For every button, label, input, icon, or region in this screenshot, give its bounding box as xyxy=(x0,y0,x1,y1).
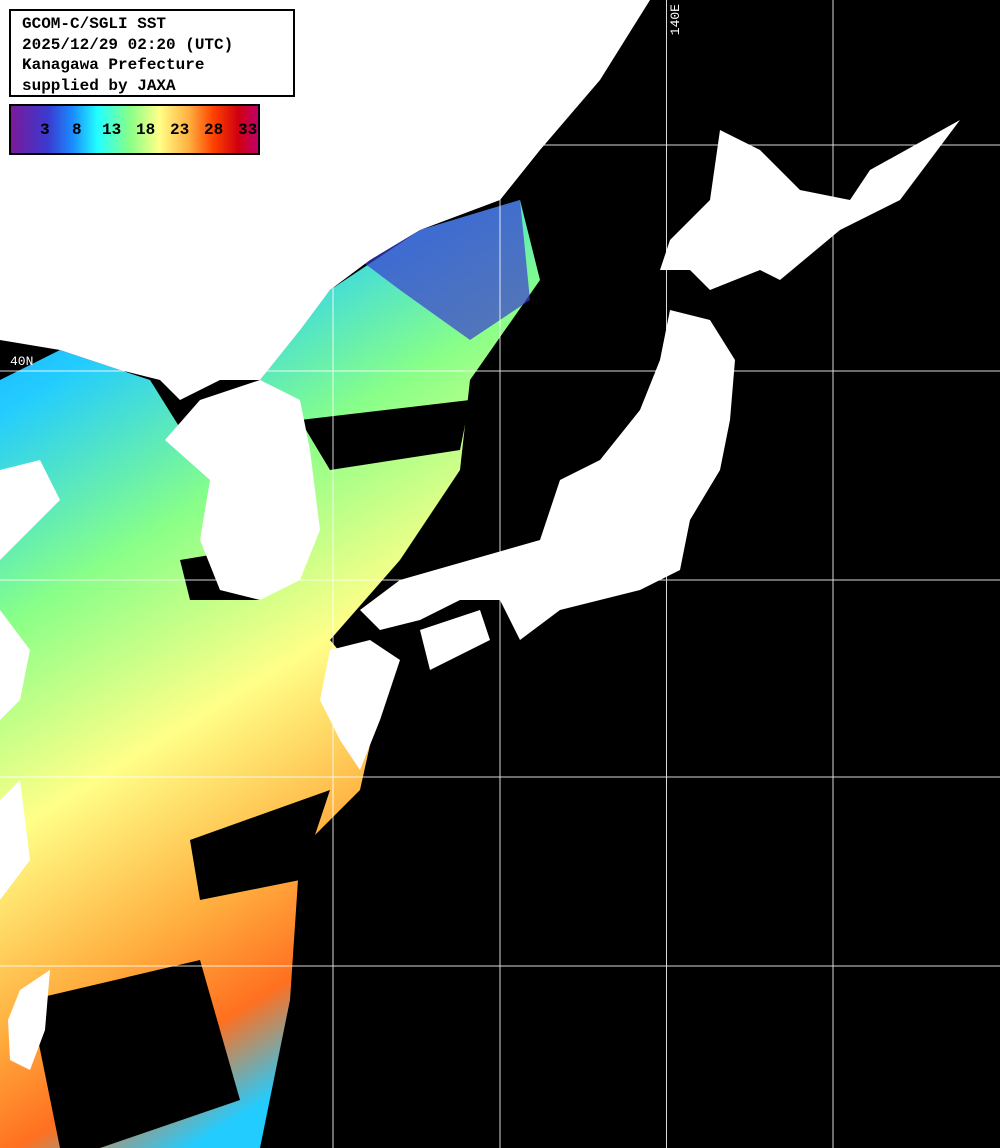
color-scale-bar: 3 8 13 18 23 28 33 xyxy=(9,104,260,155)
longitude-label: 140E xyxy=(668,4,683,36)
land-honshu xyxy=(360,310,735,640)
product-title: GCOM-C/SGLI SST xyxy=(22,15,167,33)
land-korea xyxy=(165,380,320,600)
land-taiwan xyxy=(8,970,50,1070)
latitude-label: 40N xyxy=(10,354,34,369)
land-kyushu xyxy=(320,640,400,770)
land-shikoku xyxy=(420,610,490,670)
scale-tick: 18 xyxy=(136,121,156,139)
observation-time: 2025/12/29 02:20 (UTC) xyxy=(22,35,234,54)
region-name: Kanagawa Prefecture xyxy=(22,56,205,74)
scale-tick: 13 xyxy=(102,121,122,139)
land-asia xyxy=(0,0,650,400)
scale-tick: 3 xyxy=(40,121,50,139)
land-hokkaido xyxy=(660,120,960,290)
scale-tick: 28 xyxy=(204,121,224,139)
data-source: supplied by JAXA xyxy=(22,76,176,95)
scale-tick: 23 xyxy=(170,121,190,139)
info-box: GCOM-C/SGLI SST 2025/12/29 02:20 (UTC) K… xyxy=(9,9,295,97)
land-china-coast xyxy=(0,460,60,900)
scale-tick: 8 xyxy=(72,121,82,139)
cold-sea-area xyxy=(360,200,530,340)
scale-tick: 33 xyxy=(238,121,258,139)
